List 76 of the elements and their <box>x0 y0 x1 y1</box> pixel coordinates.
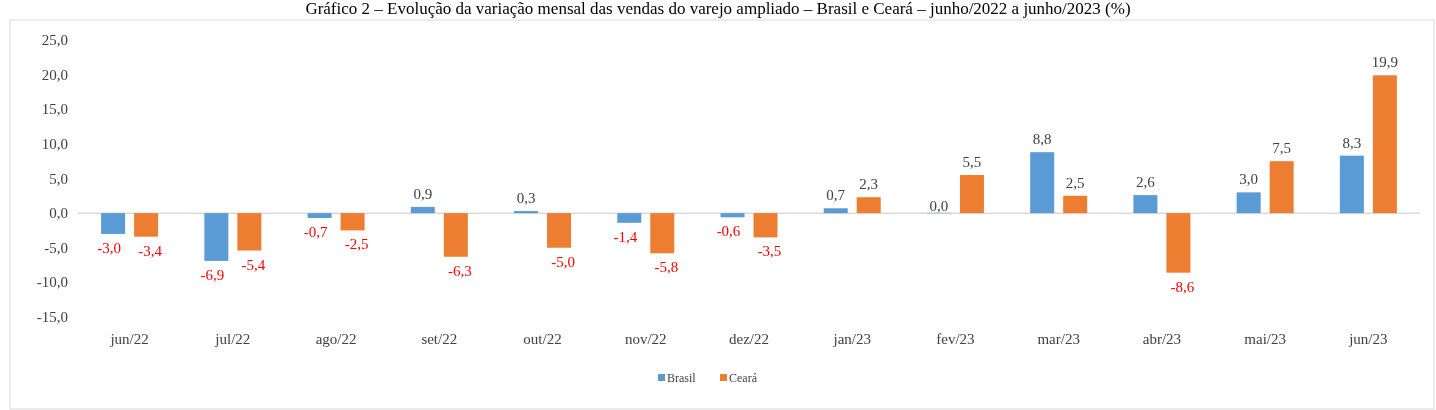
bar <box>547 213 572 248</box>
data-label: 3,0 <box>1239 171 1259 188</box>
data-label: -0,6 <box>716 223 741 240</box>
data-label: -3,0 <box>97 239 121 256</box>
bar <box>237 213 262 251</box>
data-label: -0,7 <box>303 223 328 240</box>
data-label: -6,9 <box>200 266 225 283</box>
x-tick-label: jun/23 <box>1348 331 1388 347</box>
data-label: 0,7 <box>826 187 846 204</box>
y-tick-label: 5,0 <box>49 170 68 187</box>
bar <box>204 213 229 261</box>
bar <box>1269 161 1294 214</box>
legend-label: Brasil <box>667 371 697 385</box>
data-label: -3,4 <box>138 242 163 259</box>
data-label: 2,6 <box>1136 174 1156 191</box>
data-label: 7,5 <box>1272 140 1292 157</box>
bar <box>1372 75 1397 214</box>
data-label: -8,6 <box>1170 278 1195 295</box>
bar <box>720 213 745 218</box>
y-tick-label: 20,0 <box>41 66 68 83</box>
data-label: -5,0 <box>551 253 575 270</box>
bar <box>1063 195 1088 214</box>
data-label: -1,4 <box>613 228 638 245</box>
bar <box>340 213 365 231</box>
data-label: -6,3 <box>447 262 472 279</box>
data-label: -5,4 <box>241 256 266 273</box>
data-label: 0,9 <box>413 185 433 202</box>
bar <box>307 213 332 218</box>
data-label: -2,5 <box>344 236 369 253</box>
bar <box>1166 213 1191 273</box>
y-tick-label: -5,0 <box>44 239 68 256</box>
bar <box>959 175 984 214</box>
bar <box>443 213 468 257</box>
x-tick-label: set/22 <box>421 331 458 347</box>
bar <box>856 197 881 214</box>
bar <box>1030 152 1055 214</box>
x-tick-label: jul/22 <box>214 331 251 347</box>
y-tick-label: -10,0 <box>36 274 68 291</box>
x-tick-label: mar/23 <box>1037 331 1080 347</box>
bar <box>753 213 778 238</box>
x-tick-label: dez/22 <box>729 331 769 347</box>
bar <box>617 213 642 223</box>
data-label: 8,3 <box>1342 134 1362 151</box>
y-tick-label: 25,0 <box>41 32 68 48</box>
y-tick-label: -15,0 <box>36 309 68 325</box>
bar <box>410 206 435 214</box>
data-label: 5,5 <box>962 154 982 171</box>
legend-label: Ceará <box>729 371 758 385</box>
data-label: 0,3 <box>516 190 536 207</box>
y-tick-label: 0,0 <box>49 205 68 222</box>
bar <box>134 213 159 237</box>
bar <box>101 213 126 234</box>
data-label: 8,8 <box>1032 131 1052 148</box>
x-tick-label: mai/23 <box>1244 331 1286 347</box>
y-tick-label: 15,0 <box>41 101 68 118</box>
x-tick-label: jun/22 <box>109 331 149 347</box>
data-label: 2,5 <box>1065 174 1085 191</box>
x-tick-label: ago/22 <box>315 331 357 347</box>
x-tick-label: jan/23 <box>832 331 871 347</box>
bar <box>823 208 848 214</box>
bar <box>1133 195 1158 214</box>
bar <box>650 213 675 254</box>
x-tick-label: out/22 <box>523 331 562 347</box>
x-tick-label: abr/23 <box>1142 331 1182 347</box>
data-label: -3,5 <box>757 243 782 260</box>
y-tick-label: 10,0 <box>41 135 68 152</box>
x-tick-label: fev/23 <box>936 331 975 347</box>
data-label: -5,8 <box>654 259 679 276</box>
chart-title: Gráfico 2 – Evolução da variação mensal das vendas do varejo ampliado – Brasil e Ceará – junho/2022 a junho/2023 (%) <box>305 0 1131 18</box>
bar <box>1339 155 1364 214</box>
bar <box>1236 192 1261 214</box>
data-label: 19,9 <box>1371 54 1399 71</box>
data-label: 2,3 <box>859 176 879 193</box>
data-label: 0,0 <box>929 198 949 215</box>
x-tick-label: nov/22 <box>624 331 667 347</box>
bar <box>514 211 539 214</box>
